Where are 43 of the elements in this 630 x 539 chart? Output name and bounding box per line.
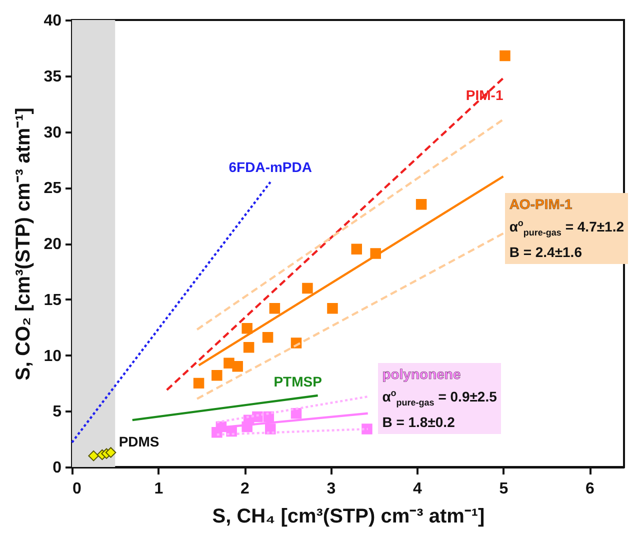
x-tick-label: 2: [240, 480, 250, 498]
text-box: polynonene α$^{o}$$_{pure-gas}$ = 0.9±2.5 B = 1.8±0.2: [378, 363, 501, 434]
y-tick-label: 10: [44, 348, 62, 365]
point: [302, 282, 313, 294]
x-tick-label: 1: [154, 480, 164, 498]
point: [243, 342, 254, 353]
x-axis-title: S, CH₄ [cm³(STP) cm⁻³ atm⁻¹]: [212, 506, 485, 528]
annotation: B = 1.8±0.2: [382, 412, 456, 432]
point: [327, 302, 338, 314]
series-label: PTMSP: [274, 373, 322, 390]
series-label: 6FDA-mPDA: [228, 159, 312, 176]
point: [362, 424, 372, 434]
x-tick-label: 3: [326, 480, 336, 498]
y-tick-label: 25: [44, 180, 62, 198]
point: [212, 370, 222, 381]
x-tick-label: 0: [72, 480, 82, 498]
point: [269, 302, 280, 314]
x-tick-label: 5: [499, 480, 508, 498]
point: [351, 244, 362, 254]
annotation: α$^{o}$$_{pure-gas}$ = 4.7±1.2: [509, 217, 624, 240]
point: [262, 332, 274, 343]
y-tick-label: 30: [44, 124, 62, 142]
y-axis-title: S, CO₂ [cm³(STP) cm⁻³ atm⁻¹]: [12, 108, 35, 380]
text-box: AO-PIM-1 α$^{o}$$_{pure-gas}$ = 4.7±1.2 B = 2.4±1.6: [505, 193, 628, 264]
point: [105, 447, 116, 458]
y-tick-label: 40: [44, 12, 62, 30]
y-tick-label: 5: [52, 404, 62, 421]
annotation: α$^{o}$$_{pure-gas}$ = 0.9±2.5: [382, 387, 497, 410]
point: [242, 323, 252, 334]
series-label: PDMS: [118, 433, 160, 450]
x-tick-label: 4: [413, 480, 422, 498]
point: [416, 199, 427, 210]
point: [232, 361, 243, 372]
x-tick-label: 6: [586, 480, 595, 498]
point: [500, 50, 510, 62]
y-tick-label: 15: [44, 292, 62, 309]
y-tick-label: 35: [44, 68, 62, 86]
series-label: PIM-1: [466, 87, 504, 104]
y-tick-label: 20: [44, 236, 62, 253]
y-tick-label: 0: [52, 460, 62, 476]
point: [193, 378, 204, 389]
annotation: B = 2.4±1.6: [509, 242, 583, 262]
point: [88, 450, 99, 462]
